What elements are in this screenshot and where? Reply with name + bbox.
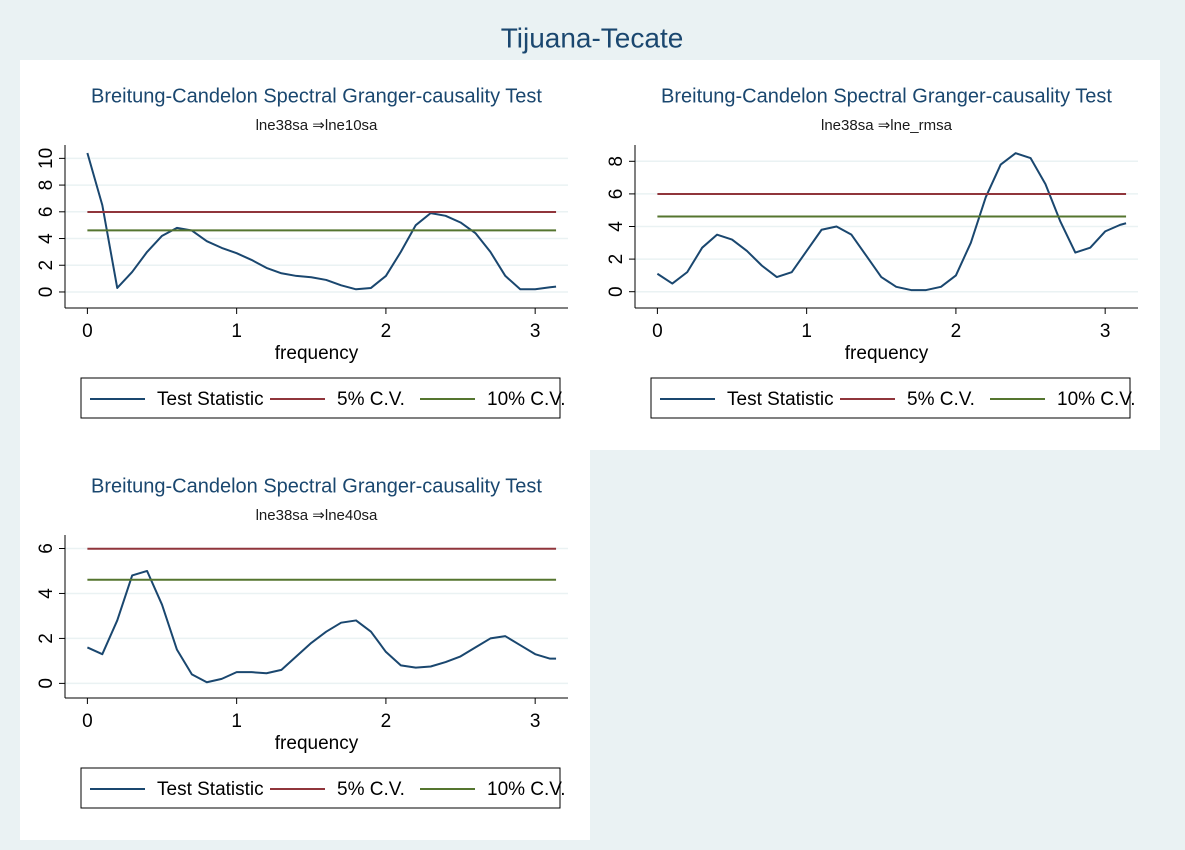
y-tick-label: 0 <box>36 287 57 298</box>
panel-background <box>20 450 590 840</box>
y-tick-label: 4 <box>606 221 627 232</box>
y-tick-label: 6 <box>606 189 627 200</box>
x-tick-label: 3 <box>530 321 541 342</box>
series-line <box>656 152 1127 292</box>
x-axis-label: frequency <box>275 733 359 754</box>
x-tick-label: 2 <box>381 711 392 732</box>
chart-title: Breitung-Candelon Spectral Granger-causa… <box>661 85 1112 107</box>
y-tick-label: 4 <box>36 233 57 244</box>
x-axis-label: frequency <box>275 343 359 364</box>
x-tick-label: 1 <box>231 711 242 732</box>
x-tick-label: 0 <box>82 321 93 342</box>
figure-title: Tijuana-Tecate <box>501 22 684 53</box>
y-tick-label: 0 <box>36 678 57 689</box>
series-line <box>86 152 557 291</box>
legend-label: 10% C.V. <box>487 389 566 410</box>
chart-subtitle: lne38sa ⇒lne10sa <box>256 117 378 134</box>
chart-title: Breitung-Candelon Spectral Granger-causa… <box>91 85 542 107</box>
y-tick-label: 8 <box>36 180 57 191</box>
y-tick-label: 2 <box>36 633 57 644</box>
legend-label: 5% C.V. <box>337 389 405 410</box>
chart-panel: Breitung-Candelon Spectral Granger-causa… <box>590 60 1160 450</box>
chart-panel: Breitung-Candelon Spectral Granger-causa… <box>20 60 590 450</box>
x-tick-label: 1 <box>231 321 242 342</box>
legend-label: 5% C.V. <box>337 779 405 800</box>
legend-label: Test Statistic <box>157 779 264 800</box>
y-tick-label: 2 <box>36 260 57 271</box>
legend-box <box>650 377 1131 419</box>
legend-label: 10% C.V. <box>1057 389 1136 410</box>
legend-label: 10% C.V. <box>487 779 566 800</box>
y-tick-label: 8 <box>606 156 627 167</box>
x-tick-label: 2 <box>381 321 392 342</box>
chart-panel: Breitung-Candelon Spectral Granger-causa… <box>20 450 590 840</box>
series-line <box>86 569 557 684</box>
y-tick-label: 10 <box>36 148 57 169</box>
legend-label: Test Statistic <box>157 389 264 410</box>
legend-box <box>80 377 561 419</box>
x-tick-label: 1 <box>801 321 812 342</box>
y-tick-label: 0 <box>606 286 627 297</box>
panel-background <box>20 60 590 450</box>
chart-title: Breitung-Candelon Spectral Granger-causa… <box>91 475 542 497</box>
x-axis-label: frequency <box>845 343 929 364</box>
x-tick-label: 3 <box>530 711 541 732</box>
legend-label: 5% C.V. <box>907 389 975 410</box>
y-tick-label: 6 <box>36 207 57 218</box>
x-tick-label: 0 <box>82 711 93 732</box>
legend-box <box>80 767 561 809</box>
legend-label: Test Statistic <box>727 389 834 410</box>
y-tick-label: 6 <box>36 543 57 554</box>
x-tick-label: 0 <box>652 321 663 342</box>
panel-background <box>590 60 1160 450</box>
chart-subtitle: lne38sa ⇒lne_rmsa <box>821 117 953 134</box>
chart-subtitle: lne38sa ⇒lne40sa <box>256 507 378 524</box>
y-tick-label: 4 <box>36 588 57 599</box>
y-tick-label: 2 <box>606 254 627 265</box>
x-tick-label: 3 <box>1100 321 1111 342</box>
x-tick-label: 2 <box>951 321 962 342</box>
